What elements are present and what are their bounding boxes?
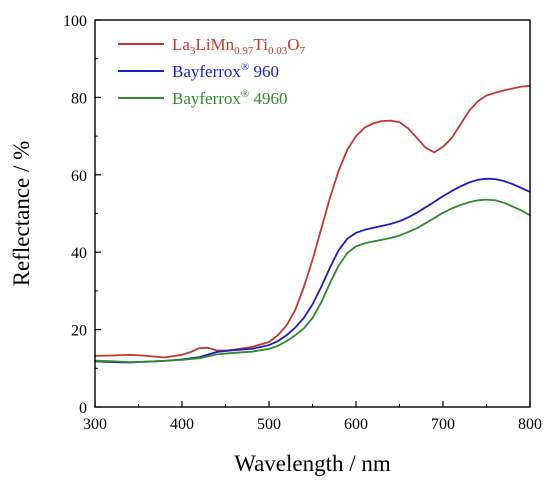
- y-axis-label: Reflectance / %: [9, 141, 34, 287]
- legend-label-2: Bayferrox® 4960: [172, 88, 288, 108]
- x-tick-label-300: 300: [83, 416, 107, 433]
- series-line-1: [94, 177, 531, 364]
- legend-label-0: La3LiMn0.97Ti0.03O7: [172, 35, 305, 57]
- y-tick-label-40: 40: [71, 245, 87, 262]
- x-tick-label-500: 500: [257, 416, 281, 433]
- y-tick-label-80: 80: [71, 90, 87, 107]
- x-axis-label: Wavelength / nm: [234, 451, 391, 476]
- x-tick-label-400: 400: [170, 416, 194, 433]
- ticks-layer: 300 400 500 600 700 800 0 20 40 60 80 100: [63, 13, 542, 433]
- y-tick-label-20: 20: [71, 323, 87, 340]
- series-layer: [94, 84, 531, 364]
- y-tick-label-60: 60: [71, 168, 87, 185]
- y-tick-label-0: 0: [79, 400, 87, 417]
- legend: La3LiMn0.97Ti0.03O7 Bayferrox® 960 Bayferr…: [118, 35, 305, 108]
- x-tick-label-800: 800: [518, 416, 542, 433]
- x-tick-label-700: 700: [431, 416, 455, 433]
- y-tick-label-100: 100: [63, 13, 87, 30]
- series-line-2: [94, 198, 531, 363]
- series-line-0: [94, 84, 531, 359]
- plot-frame: [94, 19, 531, 408]
- legend-label-1: Bayferrox® 960: [172, 61, 279, 81]
- x-tick-label-600: 600: [344, 416, 368, 433]
